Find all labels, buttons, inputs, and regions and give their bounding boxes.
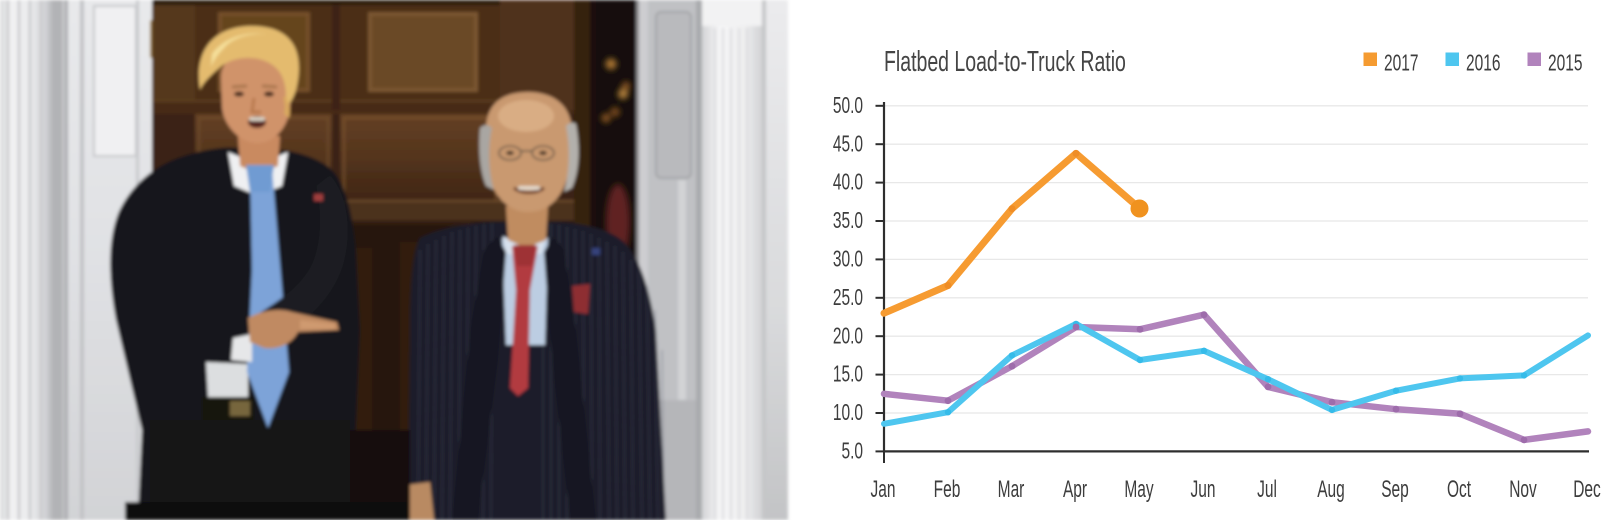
svg-text:35.0: 35.0 xyxy=(833,208,863,234)
svg-text:45.0: 45.0 xyxy=(833,131,863,157)
svg-text:25.0: 25.0 xyxy=(833,285,863,311)
svg-text:2017: 2017 xyxy=(1384,50,1418,76)
svg-text:2016: 2016 xyxy=(1466,50,1500,76)
svg-text:Oct: Oct xyxy=(1447,477,1471,503)
svg-text:40.0: 40.0 xyxy=(833,170,863,196)
svg-text:2015: 2015 xyxy=(1548,50,1582,76)
svg-text:Flatbed Load-to-Truck Ratio: Flatbed Load-to-Truck Ratio xyxy=(884,46,1126,78)
svg-text:20.0: 20.0 xyxy=(833,323,863,349)
svg-text:Jan: Jan xyxy=(871,477,896,503)
svg-text:Feb: Feb xyxy=(934,477,961,503)
svg-text:15.0: 15.0 xyxy=(833,362,863,388)
svg-text:Apr: Apr xyxy=(1063,477,1087,503)
svg-text:50.0: 50.0 xyxy=(833,93,863,119)
svg-text:Sep: Sep xyxy=(1381,477,1409,503)
svg-text:Aug: Aug xyxy=(1317,477,1345,503)
svg-text:Dec: Dec xyxy=(1573,477,1601,503)
svg-text:Mar: Mar xyxy=(998,477,1025,503)
svg-text:May: May xyxy=(1124,477,1154,503)
svg-text:Jun: Jun xyxy=(1191,477,1216,503)
svg-text:30.0: 30.0 xyxy=(833,246,863,272)
svg-text:5.0: 5.0 xyxy=(841,438,863,464)
svg-text:10.0: 10.0 xyxy=(833,400,863,426)
svg-text:Jul: Jul xyxy=(1257,477,1277,503)
svg-text:Nov: Nov xyxy=(1509,477,1537,503)
